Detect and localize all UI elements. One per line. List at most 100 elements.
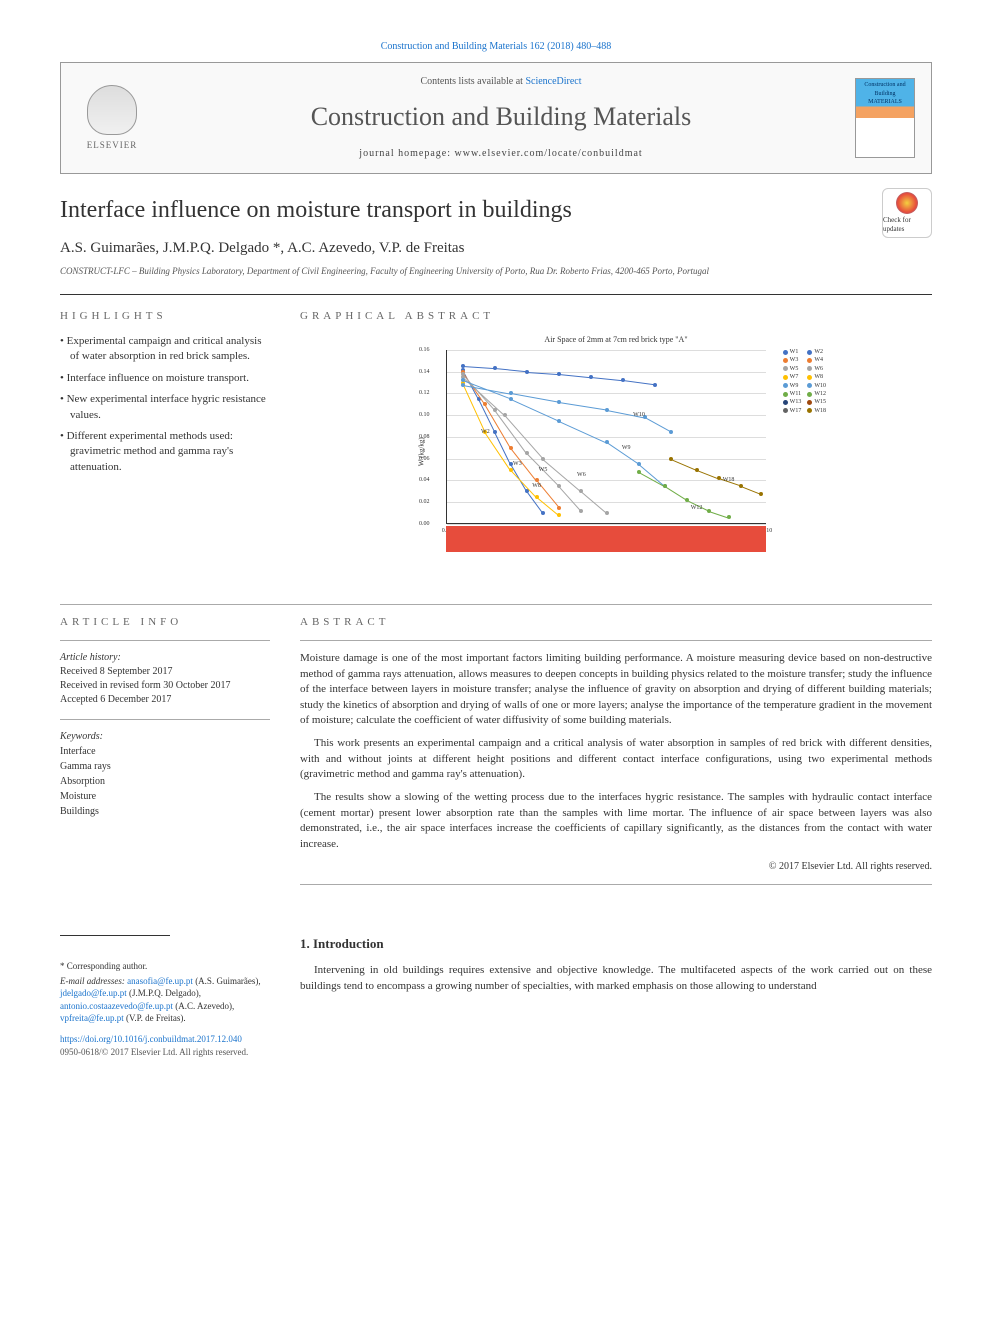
chart-marker — [739, 484, 743, 488]
chart-series-label: W8 — [532, 482, 541, 490]
chart-marker — [557, 372, 561, 376]
abstract-paragraph: This work presents an experimental campa… — [300, 736, 932, 782]
chart-marker — [541, 457, 545, 461]
chart-series-label: W3 — [513, 460, 522, 468]
legend-label: W17 — [790, 407, 802, 415]
chart-ytick: 0.02 — [419, 498, 430, 506]
legend-label: W11 — [790, 390, 801, 398]
history-line: Accepted 6 December 2017 — [60, 693, 270, 707]
legend-color-dot — [807, 350, 812, 355]
author-email-link[interactable]: vpfreita@fe.up.pt — [60, 1013, 124, 1023]
chart-gridline — [447, 372, 766, 373]
chart-marker — [707, 509, 711, 513]
chart-series-line — [511, 399, 559, 422]
author-email-name: (A.C. Azevedo), — [173, 1001, 234, 1011]
affiliation: CONSTRUCT-LFC – Building Physics Laborat… — [60, 265, 932, 278]
author-email-link[interactable]: antonio.costaazevedo@fe.up.pt — [60, 1001, 173, 1011]
legend-item: W8 — [807, 373, 826, 381]
keywords-label: Keywords: — [60, 730, 270, 744]
legend-item: W4 — [807, 356, 826, 364]
history-line: Received in revised form 30 October 2017 — [60, 679, 270, 693]
legend-item: W2 — [807, 348, 826, 356]
homepage-prefix: journal homepage: — [359, 148, 454, 159]
chart-marker — [637, 470, 641, 474]
legend-color-dot — [783, 375, 788, 380]
chart-series-line — [645, 417, 671, 432]
chart-ytick: 0.12 — [419, 389, 430, 397]
chart-series-label: W5 — [539, 465, 548, 473]
journal-header-box: ELSEVIER Contents lists available at Sci… — [60, 62, 932, 174]
chart-plot-area: 0.000.020.040.060.080.100.120.140.160.00… — [446, 350, 766, 524]
legend-label: W2 — [814, 348, 823, 356]
chart-marker — [695, 468, 699, 472]
chart-marker — [557, 419, 561, 423]
graphical-abstract-heading: GRAPHICAL ABSTRACT — [300, 309, 932, 324]
chart-marker — [605, 408, 609, 412]
chart-title: Air Space of 2mm at 7cm red brick type "… — [544, 334, 687, 345]
chart-series-label: W18 — [723, 476, 735, 484]
chart-marker — [541, 511, 545, 515]
chart-marker — [637, 462, 641, 466]
legend-label: W3 — [790, 356, 799, 364]
issn-line: 0950-0618/© 2017 Elsevier Ltd. All right… — [60, 1046, 270, 1059]
chart-marker — [663, 484, 667, 488]
publisher-name: ELSEVIER — [87, 139, 138, 152]
article-info-heading: ARTICLE INFO — [60, 615, 270, 630]
keywords-block: Keywords: InterfaceGamma raysAbsorptionM… — [60, 730, 270, 819]
history-label: Article history: — [60, 651, 270, 665]
abstract-copyright: © 2017 Elsevier Ltd. All rights reserved… — [300, 860, 932, 874]
legend-color-dot — [807, 400, 812, 405]
legend-color-dot — [807, 358, 812, 363]
footnote-block: * Corresponding author. E-mail addresses… — [60, 960, 270, 1025]
chart-series-label: W9 — [622, 444, 631, 452]
crossmark-badge[interactable]: Check for updates — [882, 188, 932, 238]
legend-color-dot — [807, 366, 812, 371]
chart-marker — [557, 506, 561, 510]
chart-marker — [653, 383, 657, 387]
legend-label: W1 — [790, 348, 799, 356]
keyword-item: Moisture — [60, 790, 270, 804]
legend-label: W12 — [814, 390, 826, 398]
author-email-link[interactable]: anasofia@fe.up.pt — [127, 976, 193, 986]
citation-header: Construction and Building Materials 162 … — [60, 40, 932, 54]
author-email-name: (A.S. Guimarães), — [193, 976, 261, 986]
homepage-line: journal homepage: www.elsevier.com/locat… — [147, 147, 855, 161]
chart-series-label: W2 — [481, 427, 490, 435]
legend-item: W6 — [807, 365, 826, 373]
chart-marker — [509, 446, 513, 450]
chart-marker — [557, 513, 561, 517]
chart-gridline — [447, 437, 766, 438]
author-email-name: (V.P. de Freitas). — [124, 1013, 186, 1023]
doi-link[interactable]: https://doi.org/10.1016/j.conbuildmat.20… — [60, 1034, 242, 1044]
author-email-link[interactable]: jdelgado@fe.up.pt — [60, 988, 127, 998]
chart-marker — [579, 509, 583, 513]
journal-name: Construction and Building Materials — [147, 99, 855, 135]
legend-label: W10 — [814, 382, 826, 390]
chart-series-label: W6 — [577, 471, 586, 479]
sciencedirect-link[interactable]: ScienceDirect — [525, 76, 581, 87]
legend-color-dot — [807, 383, 812, 388]
highlights-list: Experimental campaign and critical analy… — [60, 334, 270, 475]
chart-marker — [493, 430, 497, 434]
graphical-abstract-chart: Air Space of 2mm at 7cm red brick type "… — [406, 334, 826, 574]
chart-series-label: W12 — [691, 503, 703, 511]
legend-label: W8 — [814, 373, 823, 381]
legend-label: W6 — [814, 365, 823, 373]
chart-series-line — [664, 486, 687, 501]
chart-gridline — [447, 350, 766, 351]
contents-line: Contents lists available at ScienceDirec… — [147, 75, 855, 89]
abstract-paragraph: Moisture damage is one of the most impor… — [300, 651, 932, 728]
homepage-url[interactable]: www.elsevier.com/locate/conbuildmat — [455, 148, 643, 159]
legend-item: W12 — [807, 390, 826, 398]
chart-series-line — [623, 380, 655, 385]
keyword-item: Interface — [60, 745, 270, 759]
legend-item: W1 — [783, 348, 802, 356]
chart-gridline — [447, 524, 766, 525]
crossmark-label: Check for updates — [883, 216, 931, 236]
chart-series-line — [559, 374, 591, 378]
abstract-paragraph: The results show a slowing of the wettin… — [300, 790, 932, 852]
chart-series-line — [671, 459, 697, 471]
chart-marker — [605, 511, 609, 515]
legend-item: W17 — [783, 407, 802, 415]
corresponding-author-note: * Corresponding author. — [60, 960, 270, 973]
